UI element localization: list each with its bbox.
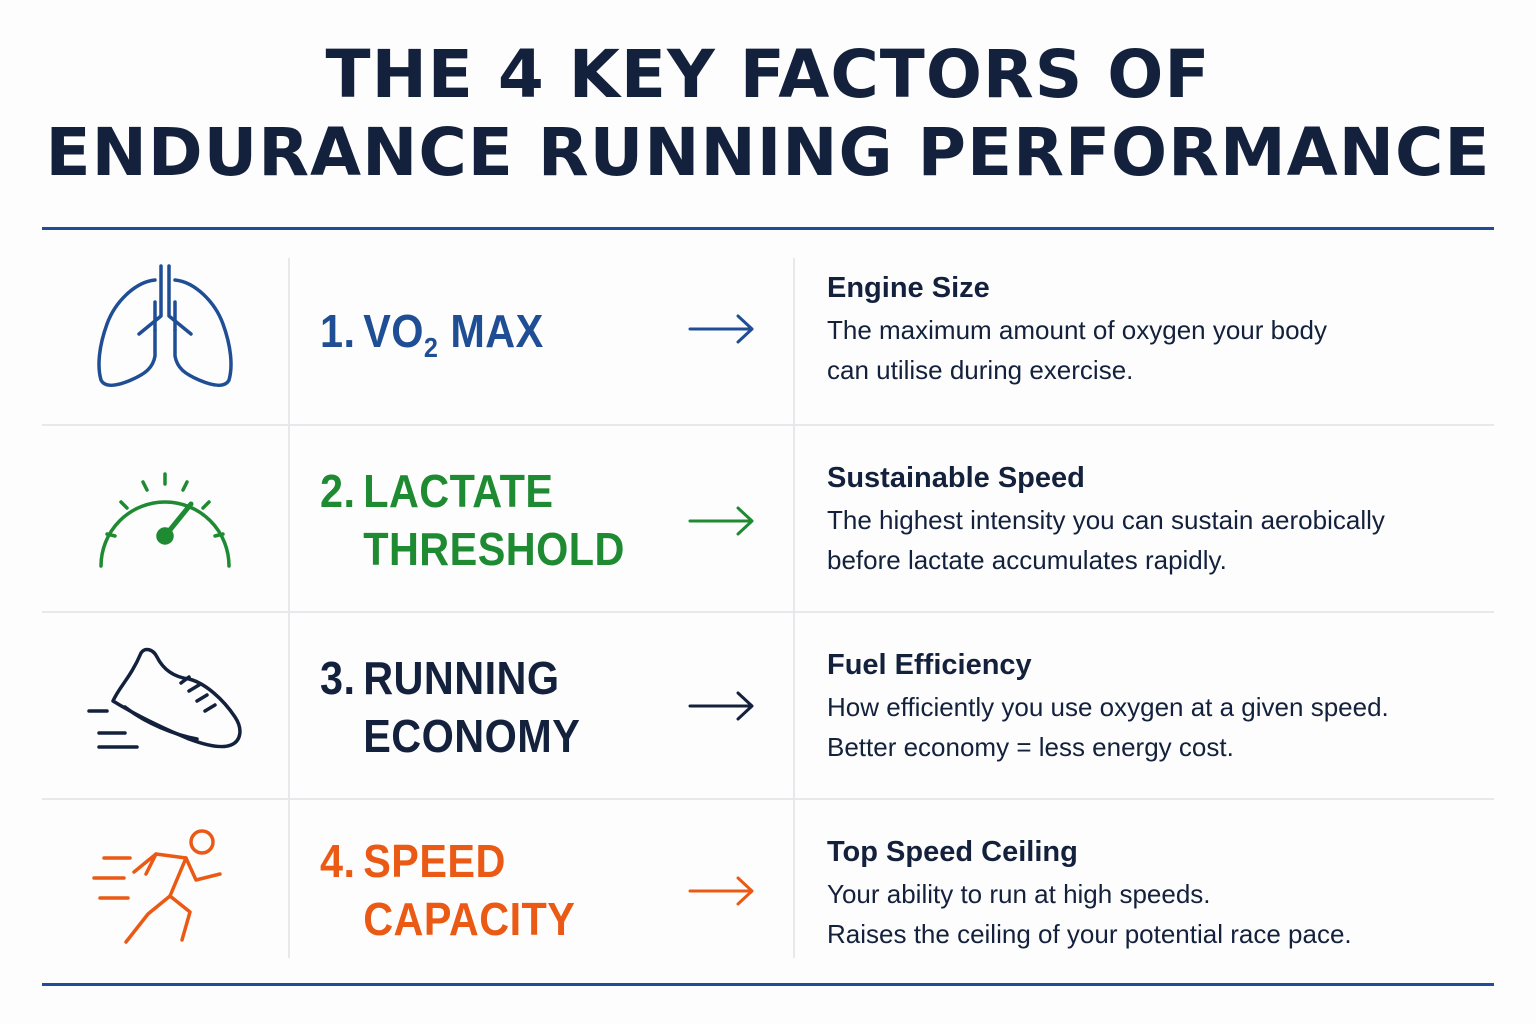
factor-body-line-2: Raises the ceiling of your potential rac… bbox=[827, 919, 1352, 949]
factor-label-line-1: LACTATE bbox=[363, 465, 554, 517]
factor-label-line-1: SPEED bbox=[363, 835, 506, 887]
factor-row-speed-capacity: 4. SPEED CAPACITY Top Speed Ceiling Your … bbox=[42, 800, 1494, 983]
factor-description-running-economy: Fuel Efficiency How efficiently you use … bbox=[827, 645, 1517, 767]
arrow-right-icon bbox=[688, 876, 754, 906]
factor-heading: Fuel Efficiency bbox=[827, 649, 1032, 681]
factor-label-line-2: CAPACITY bbox=[363, 893, 576, 945]
factor-label-line-2: THRESHOLD bbox=[363, 523, 625, 575]
factor-description-lactate-threshold: Sustainable Speed The highest intensity … bbox=[827, 458, 1517, 580]
column-divider-2 bbox=[793, 258, 795, 958]
row-divider-2 bbox=[42, 611, 1494, 613]
factor-label-subscript: 2 bbox=[423, 332, 439, 363]
factor-description-vo2max: Engine Size The maximum amount of oxygen… bbox=[827, 268, 1517, 390]
factor-number: 1. bbox=[320, 305, 356, 357]
factor-row-lactate-threshold: 2. LACTATE THRESHOLD Sustainable Speed Th… bbox=[42, 426, 1494, 611]
row-divider-3 bbox=[42, 798, 1494, 800]
arrow-right-icon bbox=[688, 314, 754, 344]
factor-title-speed-capacity: 4. SPEED CAPACITY bbox=[320, 832, 575, 948]
page-title: THE 4 KEY FACTORS OF ENDURANCE RUNNING P… bbox=[0, 36, 1536, 192]
sprinter-icon bbox=[42, 824, 288, 954]
factor-heading: Top Speed Ceiling bbox=[827, 836, 1078, 868]
factor-heading: Engine Size bbox=[827, 272, 990, 304]
factor-heading: Sustainable Speed bbox=[827, 462, 1085, 494]
top-divider bbox=[42, 227, 1494, 230]
factor-label-line-2: ECONOMY bbox=[363, 710, 581, 762]
lungs-icon bbox=[42, 262, 288, 392]
factor-body-line-1: The maximum amount of oxygen your body bbox=[827, 315, 1328, 345]
factor-description-speed-capacity: Top Speed Ceiling Your ability to run at… bbox=[827, 832, 1517, 954]
factor-label-post: MAX bbox=[438, 305, 544, 357]
factor-label-line-1: RUNNING bbox=[363, 652, 560, 704]
factor-body-line-2: before lactate accumulates rapidly. bbox=[827, 545, 1227, 575]
factor-title-vo2max: 1. VO2 MAX bbox=[320, 302, 544, 363]
factor-number: 2. bbox=[320, 465, 356, 517]
factor-body-line-1: The highest intensity you can sustain ae… bbox=[827, 505, 1385, 535]
factor-row-vo2max: 1. VO2 MAX Engine Size The maximum amount… bbox=[42, 232, 1494, 424]
factor-body: Your ability to run at high speeds. Rais… bbox=[827, 874, 1517, 954]
factor-body-line-2: can utilise during exercise. bbox=[827, 355, 1134, 385]
bottom-divider bbox=[42, 983, 1494, 986]
column-divider-1 bbox=[288, 258, 290, 958]
factor-body: The maximum amount of oxygen your body c… bbox=[827, 310, 1517, 390]
factor-body: How efficiently you use oxygen at a give… bbox=[827, 687, 1517, 767]
factor-body-line-1: How efficiently you use oxygen at a give… bbox=[827, 692, 1389, 722]
factor-number: 4. bbox=[320, 835, 356, 887]
factor-title-lactate-threshold: 2. LACTATE THRESHOLD bbox=[320, 462, 625, 578]
arrow-right-icon bbox=[688, 506, 754, 536]
arrow-right-icon bbox=[688, 691, 754, 721]
row-divider-1 bbox=[42, 424, 1494, 426]
factor-body-line-1: Your ability to run at high speeds. bbox=[827, 879, 1211, 909]
running-shoe-icon bbox=[42, 643, 288, 763]
title-line-1: THE 4 KEY FACTORS OF bbox=[325, 36, 1211, 113]
speedometer-icon bbox=[42, 464, 288, 574]
factor-title-running-economy: 3. RUNNING ECONOMY bbox=[320, 649, 580, 765]
factor-body: The highest intensity you can sustain ae… bbox=[827, 500, 1517, 580]
factor-label-pre: VO bbox=[363, 305, 424, 357]
factor-body-line-2: Better economy = less energy cost. bbox=[827, 732, 1234, 762]
factor-row-running-economy: 3. RUNNING ECONOMY Fuel Efficiency How ef… bbox=[42, 613, 1494, 798]
factor-number: 3. bbox=[320, 652, 356, 704]
title-line-2: ENDURANCE RUNNING PERFORMANCE bbox=[45, 114, 1491, 191]
